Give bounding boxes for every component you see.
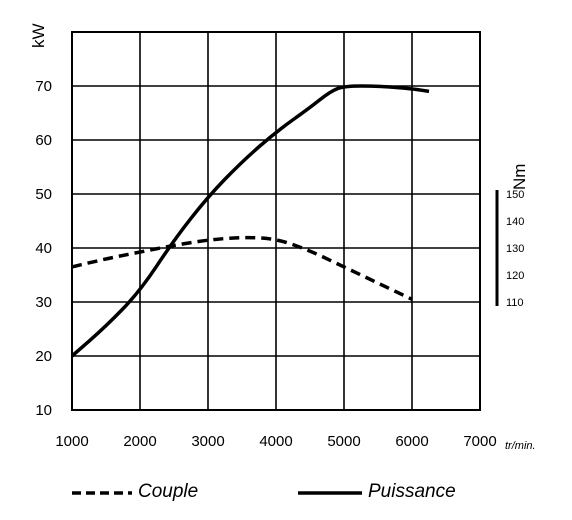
x-tick-label: 5000 <box>327 433 360 450</box>
torque-tick-label: 150 <box>506 189 524 201</box>
grid <box>71 31 481 411</box>
legend-couple-label: Couple <box>138 481 198 502</box>
legend-puissance-label: Puissance <box>368 481 456 502</box>
x-tick-label: 4000 <box>259 433 292 450</box>
x-tick-label: 2000 <box>123 433 156 450</box>
x-tick-label: 6000 <box>395 433 428 450</box>
y-tick-label: 30 <box>35 294 52 311</box>
legend: Couple Puissance <box>72 481 456 502</box>
x-axis-unit-label: tr/min. <box>505 440 536 452</box>
x-tick-label: 3000 <box>191 433 224 450</box>
torque-tick-label: 110 <box>506 297 524 309</box>
torque-tick-label: 120 <box>506 270 524 282</box>
y-tick-label: 60 <box>35 132 52 149</box>
x-tick-label: 7000 <box>463 433 496 450</box>
torque-tick-label: 130 <box>506 243 524 255</box>
y-tick-label: 70 <box>35 78 52 95</box>
y-tick-label: 40 <box>35 240 52 257</box>
x-axis-ticks: 1000 2000 3000 4000 5000 6000 7000 <box>55 433 496 450</box>
series-layer <box>70 84 430 358</box>
right-torque-axis: 150 140 130 120 110 <box>495 189 524 309</box>
series-line-couple <box>71 235 413 301</box>
y-axis-label-nm: Nm <box>510 164 529 190</box>
y-tick-label: 10 <box>35 402 52 419</box>
torque-tick-label: 140 <box>506 216 524 228</box>
y-tick-label: 20 <box>35 348 52 365</box>
x-tick-label: 1000 <box>55 433 88 450</box>
y-axis-ticks: 70 60 50 40 30 20 10 <box>35 78 52 419</box>
series-line-puissance <box>70 84 430 358</box>
y-tick-label: 50 <box>35 186 52 203</box>
y-axis-label-kw: kW <box>29 23 48 48</box>
